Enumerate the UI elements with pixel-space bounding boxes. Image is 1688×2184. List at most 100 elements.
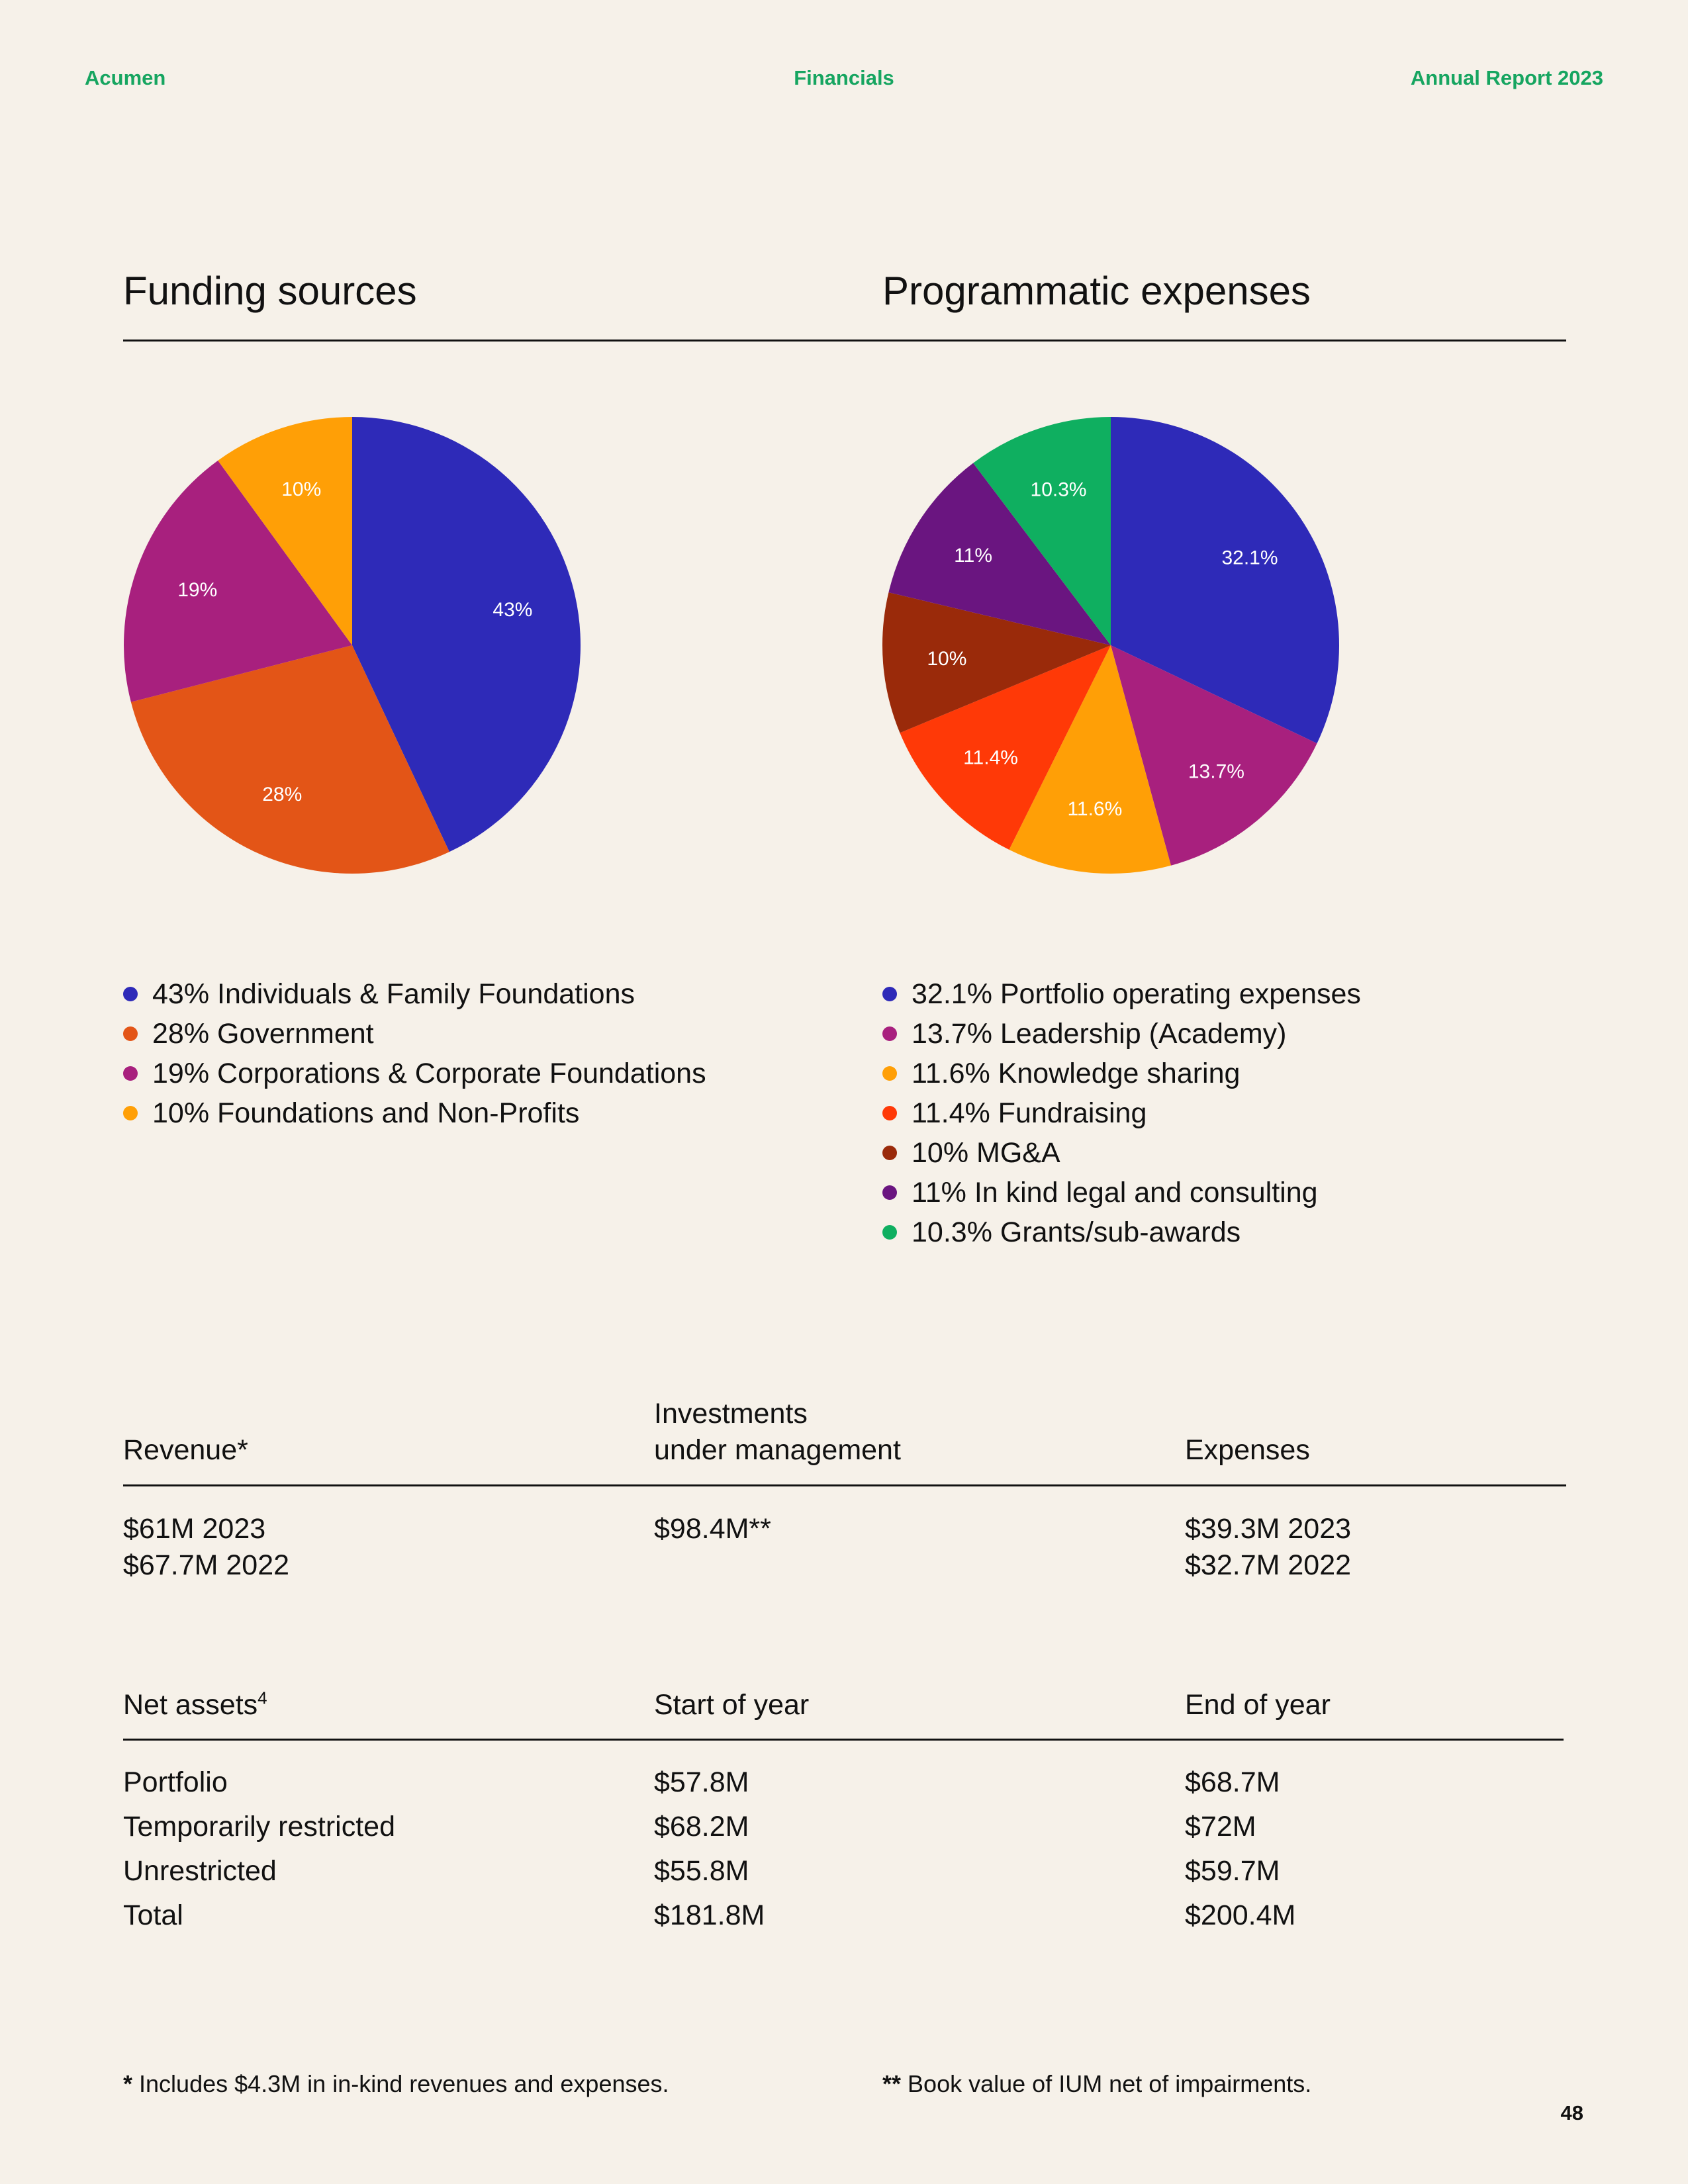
page-number: 48 [1560,2101,1583,2124]
funding-legend-item: 43% Individuals & Family Foundations [123,974,706,1014]
pie-slice [130,645,449,874]
legend-label: 11% In kind legal and consulting [912,1176,1318,1208]
expenses-values: $39.3M 2023 $32.7M 2022 [1185,1511,1351,1584]
pie-slice [124,460,352,702]
net-assets-label: Net assets4 [123,1687,267,1723]
revenue-2023: $61M 2023 [123,1513,266,1545]
legend-swatch [882,1146,897,1160]
legend-label: 28% Government [152,1017,374,1050]
pie-slice [900,645,1111,850]
legend-label: 13.7% Leadership (Academy) [912,1017,1287,1050]
legend-swatch [123,1026,138,1041]
programmatic-legend-item: 10% MG&A [882,1133,1361,1173]
legend-label: 10% MG&A [912,1136,1060,1169]
legend-swatch [882,1185,897,1200]
pie-slice [1111,417,1340,744]
pie-slice-label: 32.1% [1221,547,1278,569]
section-name: Financials [794,66,894,89]
funding-legend-item: 28% Government [123,1014,706,1054]
revenue-label: Revenue* [123,1434,248,1466]
brand-name: Acumen [85,66,166,89]
net-assets-row-name: Portfolio [123,1766,228,1798]
legend-label: 19% Corporations & Corporate Foundations [152,1057,706,1089]
funding-legend-item: 10% Foundations and Non-Profits [123,1093,706,1133]
net-assets-divider [123,1739,1564,1741]
legend-label: 32.1% Portfolio operating expenses [912,978,1361,1010]
programmatic-legend-item: 11.6% Knowledge sharing [882,1054,1361,1093]
net-assets-names: Portfolio Temporarily restricted Unrestric… [123,1760,395,1938]
revenue-values: $61M 2023 $67.7M 2022 [123,1511,289,1584]
pie-slice [352,417,581,852]
investments-label: Investments under management [654,1396,901,1469]
pie-slice [973,417,1111,645]
pie-slice-label: 10% [927,648,966,670]
investments-value: $98.4M** [654,1513,771,1545]
programmatic-legend-item: 13.7% Leadership (Academy) [882,1014,1361,1054]
programmatic-legend-item: 10.3% Grants/sub-awards [882,1212,1361,1252]
funding-legend-item: 19% Corporations & Corporate Foundations [123,1054,706,1093]
pie-slice-label: 10% [281,478,321,500]
expenses-2022: $32.7M 2022 [1185,1549,1352,1581]
legend-swatch [882,1106,897,1120]
legend-label: 10.3% Grants/sub-awards [912,1216,1241,1248]
pie-slice [1111,645,1317,866]
programmatic-legend-item: 11% In kind legal and consulting [882,1173,1361,1212]
pie-slice [882,592,1111,733]
expenses-label: Expenses [1185,1434,1310,1466]
pie-slice [888,463,1111,645]
net-assets-row-name: Unrestricted [123,1855,277,1887]
pie-slice-label: 11% [954,545,992,567]
footnote-book-value: ** Book value of IUM net of impairments. [882,2070,1311,2098]
programmatic-expenses-title: Programmatic expenses [882,269,1311,313]
legend-label: 43% Individuals & Family Foundations [152,978,635,1010]
footnote-book-value-text: Book value of IUM net of impairments. [908,2070,1312,2097]
net-assets-row-name: Temporarily restricted [123,1811,395,1843]
pie-slice-label: 11.4% [963,747,1018,769]
net-assets-row-end: $68.7M [1185,1766,1280,1798]
funding-legend: 43% Individuals & Family Foundations 28% … [123,974,706,1133]
footnote-book-value-mark: ** [882,2070,902,2097]
end-of-year-label: End of year [1185,1689,1331,1721]
net-assets-row-name: Total [123,1899,183,1931]
legend-swatch [123,1066,138,1081]
legend-label: 11.6% Knowledge sharing [912,1057,1241,1089]
legend-label: 10% Foundations and Non-Profits [152,1097,580,1129]
footnote-in-kind-text: Includes $4.3M in in-kind revenues and e… [139,2070,669,2097]
net-assets-row-end: $59.7M [1185,1855,1280,1887]
pie-slice-label: 10.3% [1031,478,1087,500]
programmatic-legend-item: 32.1% Portfolio operating expenses [882,974,1361,1014]
revenue-2022: $67.7M 2022 [123,1549,290,1581]
net-assets-row-start: $181.8M [654,1899,765,1931]
legend-swatch [882,1225,897,1240]
legend-label: 11.4% Fundraising [912,1097,1147,1129]
funding-pie-chart: 43% 28% 19% 10% [114,407,590,884]
pie-slice-label: 43% [492,599,532,621]
pie-slice-label: 19% [177,579,217,601]
legend-swatch [882,1066,897,1081]
programmatic-legend-item: 11.4% Fundraising [882,1093,1361,1133]
pie-slice [218,417,352,645]
report-title: Annual Report 2023 [1410,66,1603,89]
net-assets-start-values: $57.8M $68.2M $55.8M $181.8M [654,1760,765,1938]
legend-swatch [123,987,138,1001]
legend-swatch [882,1026,897,1041]
pie-slice-label: 11.6% [1067,798,1122,820]
net-assets-row-start: $55.8M [654,1855,749,1887]
section-divider [123,340,1566,341]
net-assets-row-end: $72M [1185,1811,1256,1843]
programmatic-legend: 32.1% Portfolio operating expenses 13.7% … [882,974,1361,1252]
footnote-in-kind-mark: * [123,2070,133,2097]
net-assets-footnote-mark: 4 [258,1688,267,1708]
net-assets-label-text: Net assets [123,1689,258,1721]
net-assets-row-start: $68.2M [654,1811,749,1843]
summary-divider [123,1484,1566,1486]
net-assets-row-end: $200.4M [1185,1899,1296,1931]
pie-slice-label: 28% [262,784,302,805]
legend-swatch [882,987,897,1001]
pie-slice-label: 13.7% [1188,761,1244,783]
net-assets-row-start: $57.8M [654,1766,749,1798]
start-of-year-label: Start of year [654,1689,810,1721]
net-assets-end-values: $68.7M $72M $59.7M $200.4M [1185,1760,1295,1938]
footnote-in-kind: * Includes $4.3M in in-kind revenues and… [123,2070,669,2098]
pie-slice [1009,645,1171,874]
